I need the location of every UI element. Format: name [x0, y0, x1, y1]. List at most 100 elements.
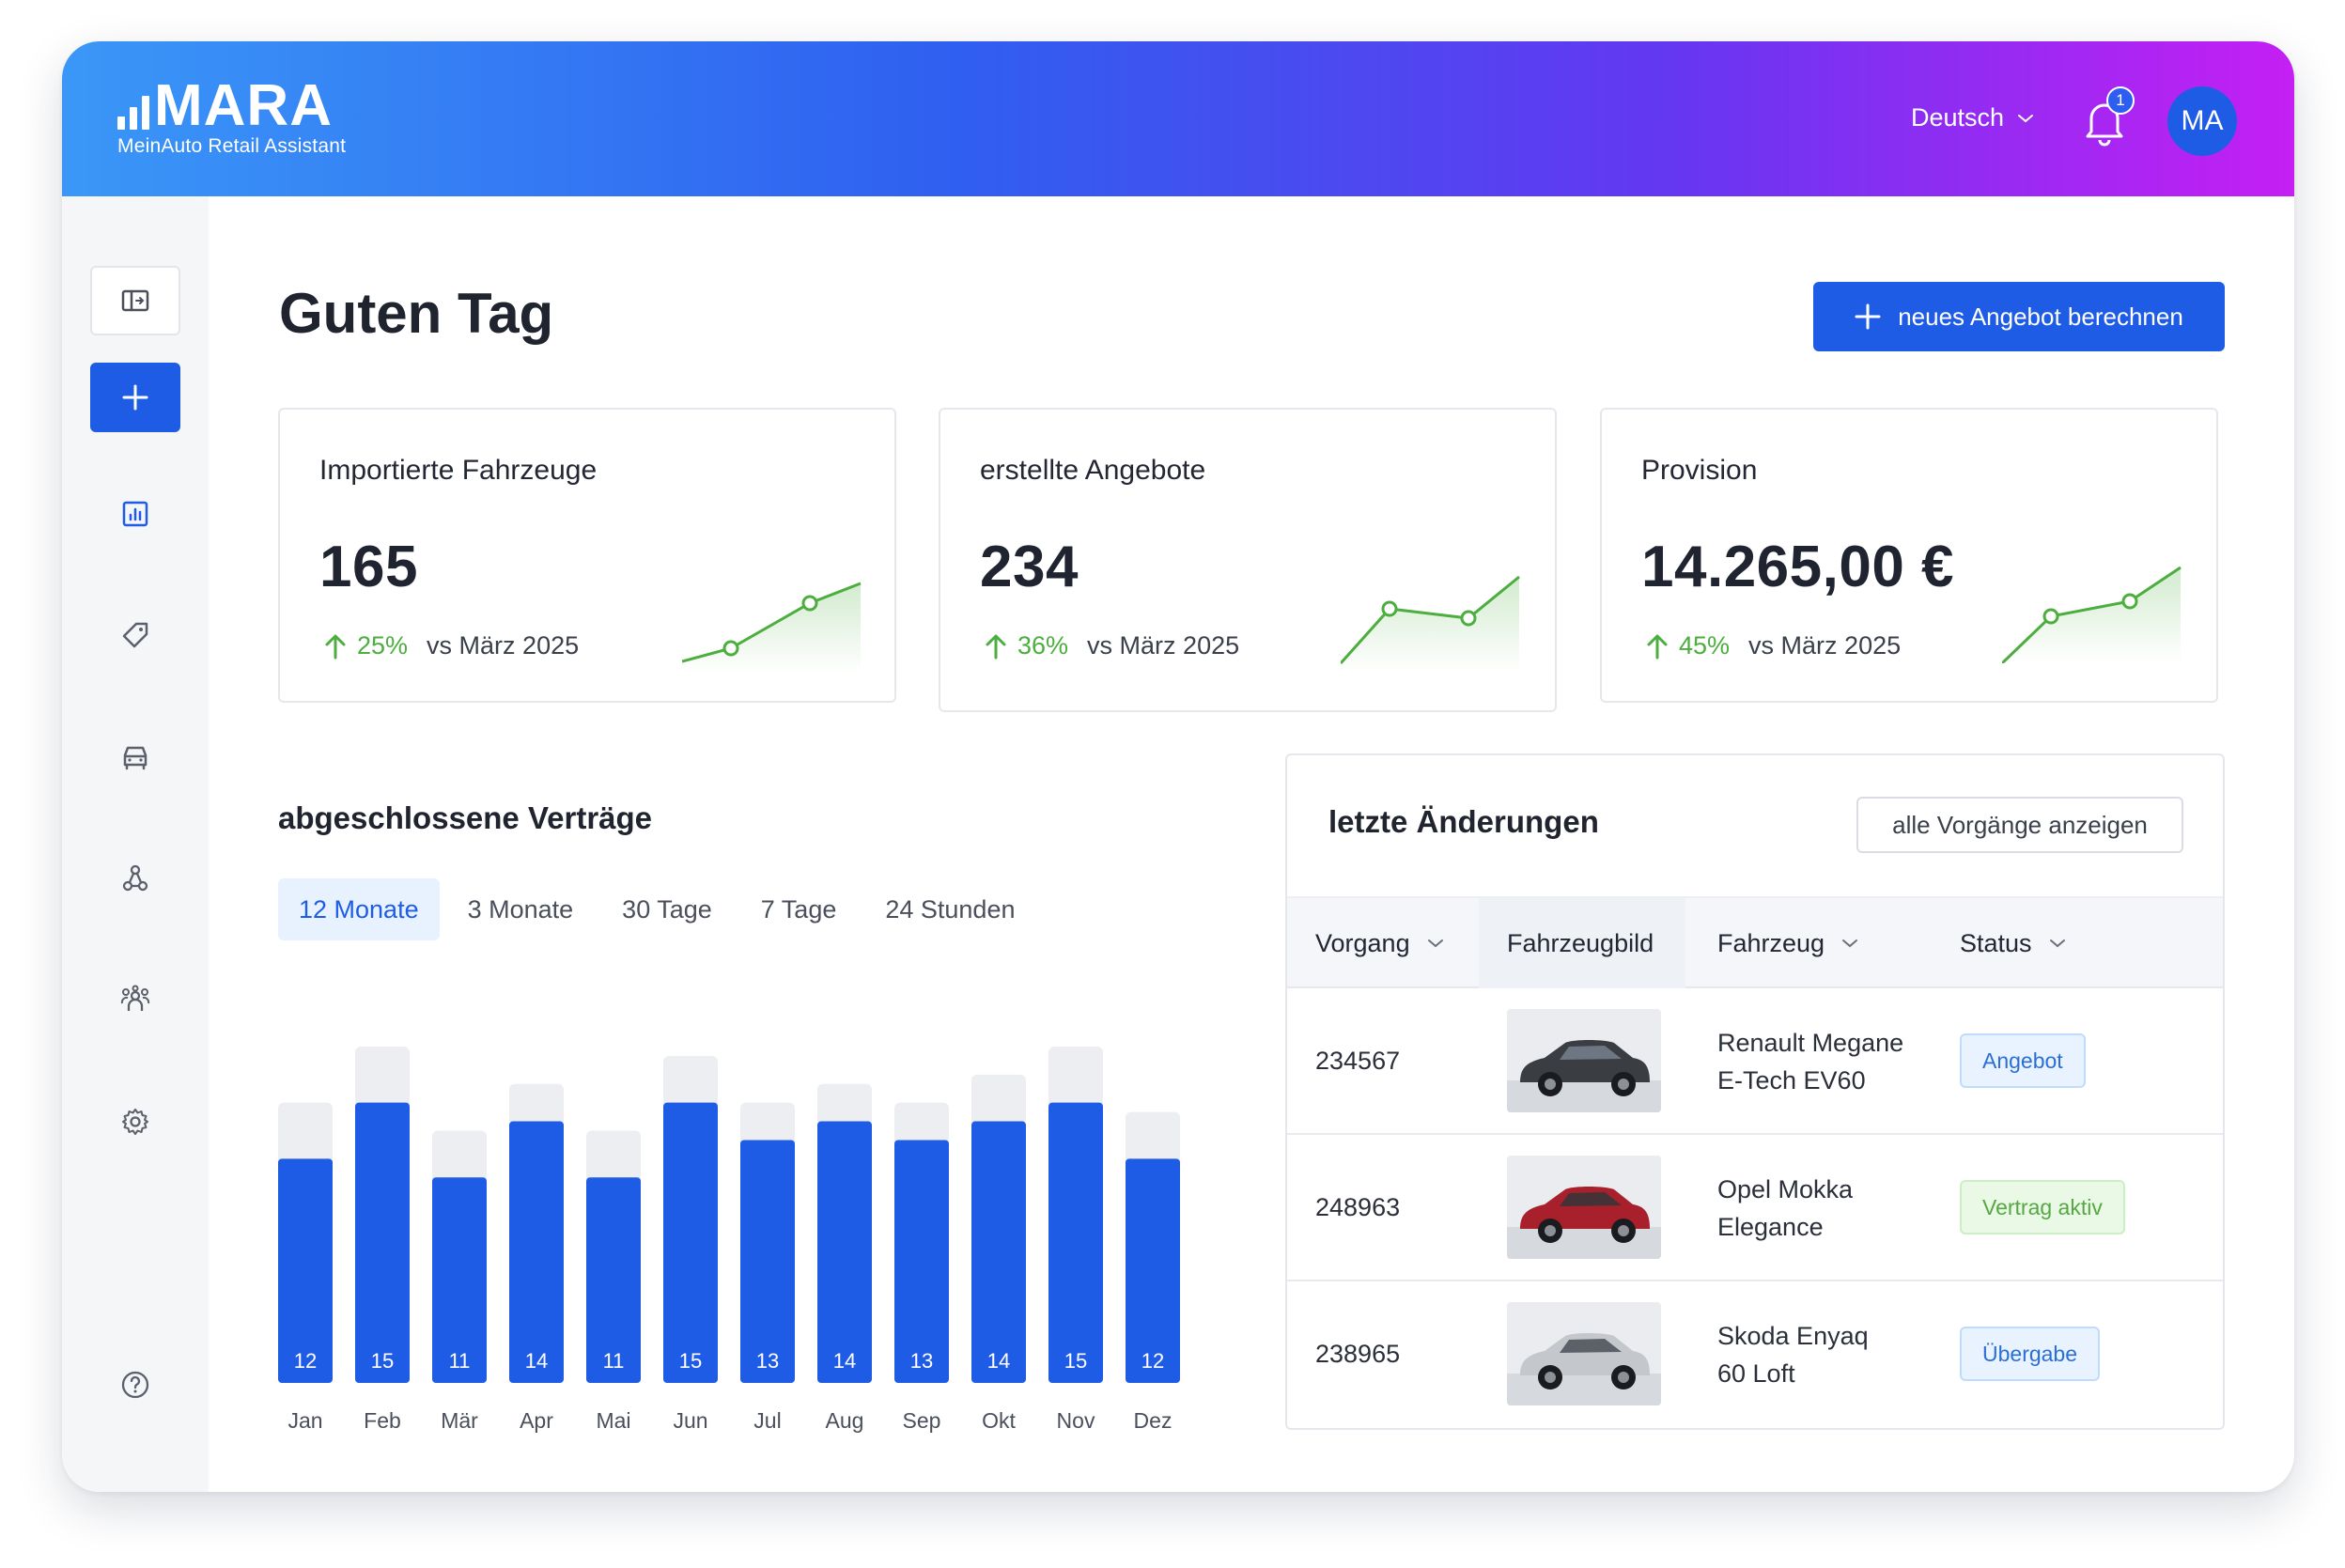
- tab-24-hours[interactable]: 24 Stunden: [885, 894, 1016, 924]
- arrow-up-icon: [986, 634, 1006, 659]
- bar-Dez[interactable]: [1126, 1158, 1180, 1383]
- bar-Okt[interactable]: [971, 1121, 1026, 1383]
- column-label: Fahrzeugbild: [1507, 928, 1654, 957]
- column-label: Vorgang: [1315, 928, 1410, 957]
- logo-text: MARA: [154, 73, 333, 138]
- car-photo-icon: [1507, 1156, 1661, 1259]
- kpi-card-commission: Provision 14.265,00 € 45% vs März 2025: [1600, 408, 2218, 703]
- x-tick-label: Sep: [903, 1408, 941, 1433]
- bar-value-label: 12: [1141, 1349, 1164, 1373]
- status-badge[interactable]: Vertrag aktiv: [1960, 1180, 2125, 1234]
- collapse-sidebar-button[interactable]: [90, 266, 180, 335]
- chevron-down-icon: [2018, 114, 2034, 122]
- kpi-trend: 36% vs März 2025: [984, 631, 1239, 660]
- bar-Jun[interactable]: [663, 1102, 718, 1383]
- case-id: 248963: [1315, 1192, 1401, 1221]
- avatar[interactable]: MA: [2167, 86, 2237, 156]
- kpi-change: 36%: [1017, 631, 1069, 660]
- gear-icon: [122, 1109, 148, 1135]
- sidebar-item-help[interactable]: [116, 1366, 154, 1404]
- vehicle-name: Opel Mokka Elegance: [1717, 1171, 1853, 1246]
- bar-Nov[interactable]: [1048, 1102, 1103, 1383]
- x-tick-label: Jan: [287, 1408, 322, 1433]
- x-tick-label: Okt: [982, 1408, 1016, 1433]
- top-bar: MARA MeinAuto Retail Assistant Deutsch 1…: [62, 41, 2294, 196]
- chart-icon: [122, 501, 148, 527]
- x-tick-label: Feb: [364, 1408, 401, 1433]
- sidebar-item-dashboard[interactable]: [116, 495, 154, 533]
- sidebar-item-team[interactable]: [116, 981, 154, 1018]
- bar-value-label: 15: [1064, 1349, 1087, 1373]
- table-row[interactable]: 248963 Opel Mokka Elegance Vertrag aktiv: [1287, 1135, 2223, 1281]
- x-tick-label: Jun: [673, 1408, 707, 1433]
- sidebar-item-vehicles[interactable]: [116, 738, 154, 776]
- table-row[interactable]: 234567 Renault Megane E-Tech EV60 Angebo…: [1287, 988, 2223, 1135]
- bar-Aug[interactable]: [817, 1121, 872, 1383]
- contracts-title: abgeschlossene Verträge: [278, 800, 653, 835]
- show-all-button[interactable]: alle Vorgänge anzeigen: [1856, 797, 2183, 853]
- kpi-title: erstellte Angebote: [980, 455, 1206, 486]
- bar-Feb[interactable]: [355, 1102, 410, 1383]
- new-offer-label: neues Angebot berechnen: [1898, 302, 2183, 331]
- header-highlight: [1479, 898, 1685, 988]
- plus-icon: [122, 384, 148, 411]
- status-badge[interactable]: Übergabe: [1960, 1327, 2101, 1381]
- app-window: MARA MeinAuto Retail Assistant Deutsch 1…: [62, 41, 2294, 1492]
- vehicle-image[interactable]: [1507, 1156, 1661, 1259]
- sparkline: [2002, 566, 2182, 663]
- x-tick-label: Jul: [753, 1408, 781, 1433]
- tab-7-days[interactable]: 7 Tage: [760, 894, 837, 924]
- bar-Jan[interactable]: [278, 1158, 333, 1383]
- bar-Sep[interactable]: [894, 1140, 949, 1383]
- x-tick-label: Aug: [826, 1408, 864, 1433]
- sparkline: [1341, 575, 1520, 673]
- vehicle-image[interactable]: [1507, 1302, 1661, 1405]
- tab-3-months[interactable]: 3 Monate: [467, 894, 574, 924]
- bar-value-label: 11: [603, 1349, 625, 1373]
- kpi-card-created-offers: erstellte Angebote 234 36% vs März 2025: [939, 408, 1557, 712]
- language-selector[interactable]: Deutsch: [1911, 103, 2034, 132]
- column-header-fahrzeug[interactable]: Fahrzeug: [1717, 898, 1858, 988]
- bar-value-label: 14: [525, 1349, 548, 1373]
- sidebar-item-settings[interactable]: [116, 1103, 154, 1141]
- table-row[interactable]: 238965 Skoda Enyaq 60 Loft Übergabe: [1287, 1281, 2223, 1428]
- tab-12-months[interactable]: 12 Monate: [278, 878, 440, 940]
- kpi-value: 165: [319, 535, 418, 599]
- kpi-change: 45%: [1679, 631, 1731, 660]
- column-header-vorgang[interactable]: Vorgang: [1315, 898, 1444, 988]
- bar-Jul[interactable]: [740, 1140, 795, 1383]
- sidebar-add-button[interactable]: [90, 363, 180, 432]
- arrow-up-icon: [325, 634, 346, 659]
- kpi-value: 14.265,00 €: [1641, 535, 1955, 599]
- column-label: Status: [1960, 928, 2032, 957]
- vehicle-model: Opel Mokka: [1717, 1175, 1854, 1203]
- bar-Mai[interactable]: [586, 1177, 641, 1383]
- language-label: Deutsch: [1911, 103, 2005, 132]
- tag-icon: [122, 622, 148, 648]
- sidebar-item-network[interactable]: [116, 860, 154, 897]
- car-photo-icon: [1507, 1009, 1661, 1112]
- contracts-bar-chart: 12 Jan 15 Feb 11 Mär 14 Apr 11 Mai 15 Jun 13 Jul 14 Aug…: [278, 1047, 1180, 1433]
- chevron-down-icon: [2049, 939, 2065, 948]
- recent-changes-panel: letzte Änderungen alle Vorgänge anzeigen…: [1285, 753, 2225, 1430]
- x-tick-label: Apr: [520, 1408, 553, 1433]
- column-header-status[interactable]: Status: [1960, 898, 2066, 988]
- notifications-button[interactable]: 1: [2078, 86, 2135, 148]
- sidebar-item-offers[interactable]: [116, 616, 154, 654]
- kpi-comparison: vs März 2025: [1748, 631, 1902, 660]
- bar-Apr[interactable]: [509, 1121, 564, 1383]
- status-badge[interactable]: Angebot: [1960, 1033, 2086, 1088]
- vehicle-trim: Elegance: [1717, 1213, 1824, 1241]
- bar-Mär[interactable]: [432, 1177, 487, 1383]
- logo-bars-icon: [117, 96, 149, 130]
- collapse-sidebar-icon: [121, 289, 149, 312]
- network-icon: [122, 864, 148, 892]
- new-offer-button[interactable]: neues Angebot berechnen: [1813, 282, 2225, 351]
- logo[interactable]: MARA MeinAuto Retail Assistant: [117, 73, 346, 158]
- tab-30-days[interactable]: 30 Tage: [622, 894, 712, 924]
- x-tick-label: Mai: [596, 1408, 630, 1433]
- vehicle-image[interactable]: [1507, 1009, 1661, 1112]
- sparkline: [682, 582, 862, 673]
- vehicle-name: Skoda Enyaq 60 Loft: [1717, 1317, 1869, 1392]
- bar-value-label: 14: [833, 1349, 856, 1373]
